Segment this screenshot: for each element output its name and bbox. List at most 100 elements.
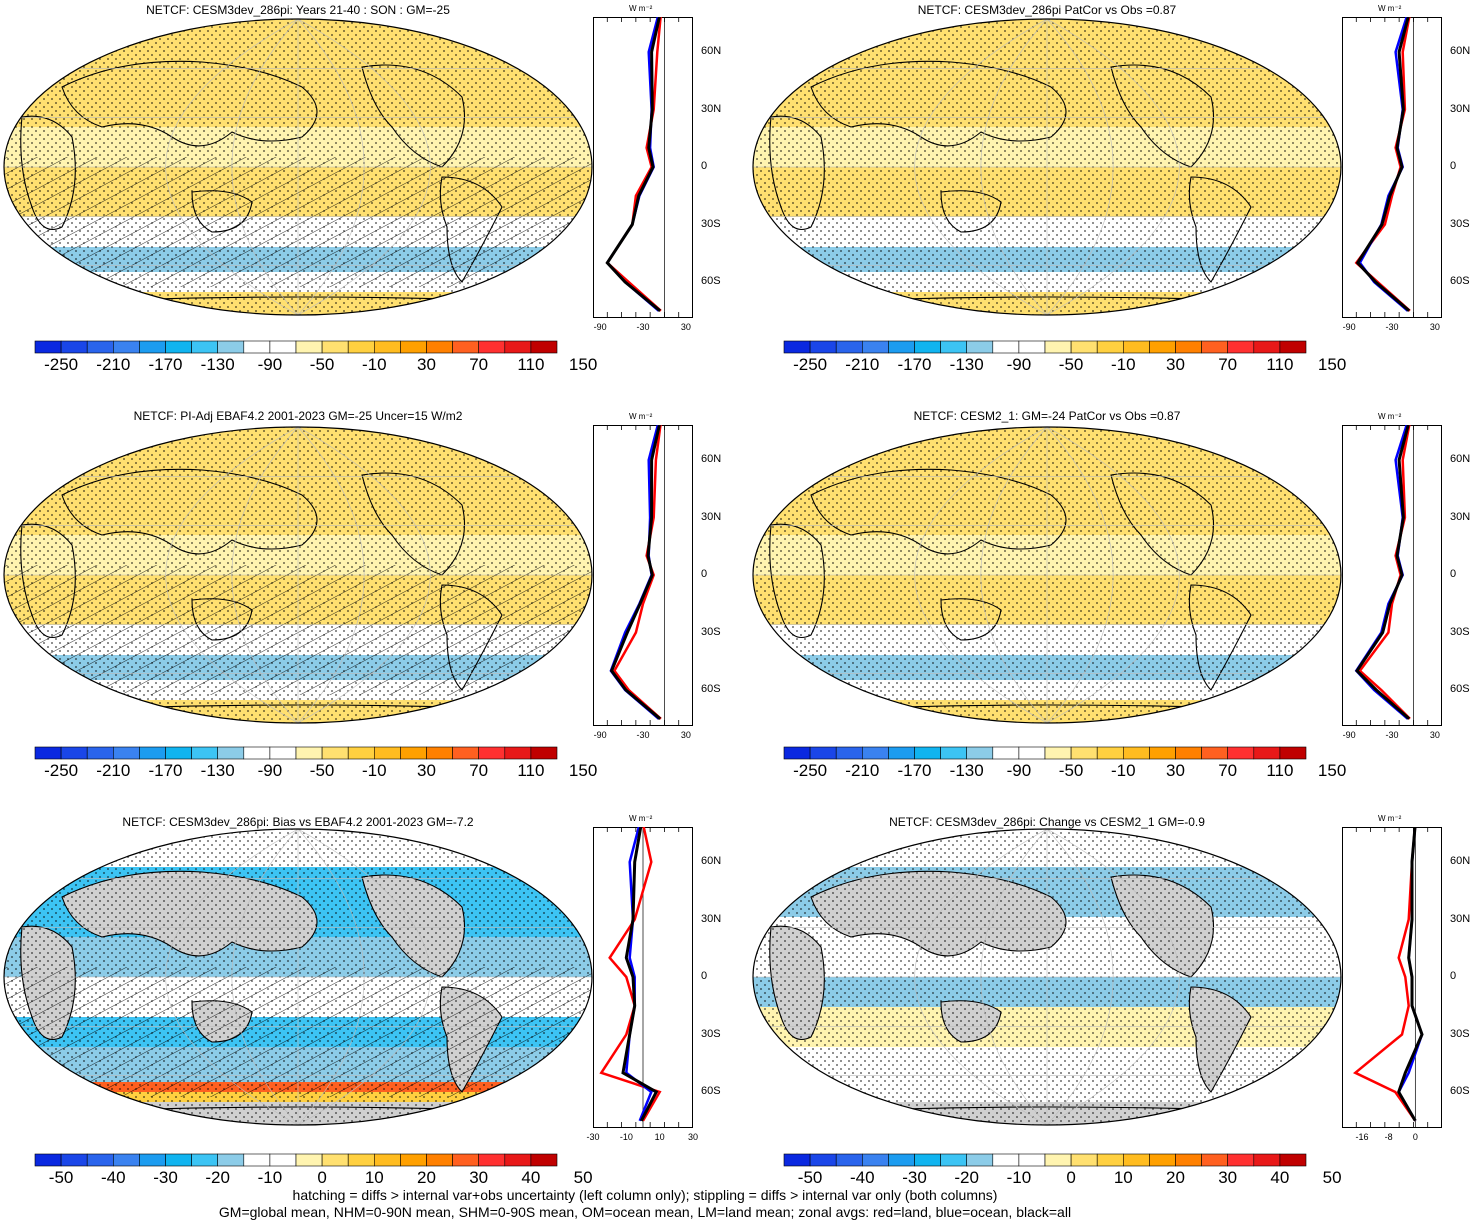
colorbar-swatch xyxy=(1096,1153,1124,1167)
colorbar-tick-label: 30 xyxy=(1218,1168,1238,1187)
colorbar-tick-label: 110 xyxy=(517,761,545,780)
colorbar-tick-label: -90 xyxy=(257,761,283,780)
zonal-land-line xyxy=(612,425,662,720)
colorbar-swatch xyxy=(1122,340,1150,354)
colorbar-swatch xyxy=(400,746,427,760)
map-border xyxy=(3,828,593,1126)
colorbar-tick-label: -210 xyxy=(845,761,880,780)
colorbar-swatch xyxy=(940,746,968,760)
colorbar-swatch xyxy=(165,340,192,354)
colorbar-swatch xyxy=(914,746,941,760)
map-plot xyxy=(752,426,1342,724)
zonal-lat-label: 30N xyxy=(1450,102,1471,115)
zonal-all-line xyxy=(1355,425,1411,720)
colorbar-swatch xyxy=(191,746,219,760)
colorbar-swatch xyxy=(992,1153,1020,1167)
colorbar xyxy=(34,1153,558,1167)
colorbar-swatch xyxy=(1279,340,1307,354)
colorbar-swatch xyxy=(243,746,271,760)
colorbar-tick-label: 110 xyxy=(1266,761,1294,780)
colorbar-swatch xyxy=(888,746,915,760)
zonal-x-tick-label: 30 xyxy=(680,322,691,332)
zonal-lat-label: 60S xyxy=(701,1085,721,1097)
colorbar-tick-label: -50 xyxy=(309,355,335,374)
colorbar-tick-label: 70 xyxy=(1218,761,1238,780)
zonal-x-tick-label: 0 xyxy=(1412,1132,1418,1142)
colorbar-swatch xyxy=(1044,1153,1072,1167)
zonal-x-tick-label: -30 xyxy=(1385,322,1399,332)
colorbar-swatch xyxy=(426,746,453,760)
zonal-x-tick-label: -30 xyxy=(636,730,650,740)
colorbar-swatch xyxy=(835,746,863,760)
colorbar-swatch xyxy=(862,1153,889,1167)
zonal-lat-label: 0 xyxy=(701,568,708,580)
zonal-mean-plot xyxy=(1342,425,1442,726)
colorbar-tick-label: 0 xyxy=(1066,1168,1076,1187)
colorbar-swatch xyxy=(217,746,245,760)
map-border xyxy=(752,426,1342,724)
colorbar-tick-label: -30 xyxy=(902,1168,927,1187)
colorbar-swatch xyxy=(1279,1153,1307,1167)
map-plot xyxy=(752,18,1342,316)
colorbar-tick-label: -170 xyxy=(897,355,932,374)
colorbar-tick-label: 40 xyxy=(521,1168,541,1187)
colorbar-tick-label: 30 xyxy=(417,355,436,374)
colorbar-swatch xyxy=(809,746,837,760)
colorbar-swatch xyxy=(191,1153,219,1167)
colorbar-swatch xyxy=(113,1153,140,1167)
zonal-land-line xyxy=(1352,827,1417,1122)
zonal-x-tick-label: 10 xyxy=(654,1132,665,1142)
colorbar-tick-label: -50 xyxy=(1058,355,1084,374)
colorbar-tick-label: -30 xyxy=(153,1168,178,1187)
zonal-lat-label: 0 xyxy=(1450,970,1457,982)
colorbar-swatch xyxy=(295,746,323,760)
map-border xyxy=(752,18,1342,316)
colorbar-tick-label: -90 xyxy=(1006,761,1032,780)
colorbar-swatch xyxy=(530,340,558,354)
colorbar-swatch xyxy=(373,746,401,760)
colorbar-tick-label: 70 xyxy=(469,355,489,374)
colorbar-tick-label: -170 xyxy=(148,355,183,374)
colorbar-tick-label: -130 xyxy=(200,761,235,780)
colorbar-swatch xyxy=(504,340,532,354)
colorbar-swatch xyxy=(86,1153,114,1167)
zonal-lat-label: 0 xyxy=(701,160,708,172)
colorbar-swatch xyxy=(1096,340,1124,354)
zonal-mean-plot xyxy=(1342,827,1442,1128)
colorbar-swatch xyxy=(86,746,114,760)
colorbar-tick-label: -20 xyxy=(205,1168,230,1187)
colorbar-swatch xyxy=(1018,340,1046,354)
zonal-unit-label: W m⁻² xyxy=(1378,412,1402,421)
colorbar-swatch xyxy=(478,1153,506,1167)
colorbar-swatch xyxy=(1227,1153,1255,1167)
colorbar-swatch xyxy=(347,340,375,354)
colorbar-tick-label: -10 xyxy=(257,1168,283,1187)
colorbar-swatch xyxy=(113,340,140,354)
zonal-lat-label: 60N xyxy=(1450,453,1471,465)
map-plot xyxy=(3,18,593,316)
colorbar-swatch xyxy=(165,746,192,760)
colorbar-tick-label: -50 xyxy=(797,1168,823,1187)
panel-title: NETCF: CESM3dev_286pi: Years 21-40 : SON… xyxy=(146,3,450,17)
panel-title: NETCF: PI-Adj EBAF4.2 2001-2023 GM=-25 U… xyxy=(133,409,463,423)
colorbar-tick-label: -40 xyxy=(850,1168,875,1187)
colorbar-tick-label: 150 xyxy=(1317,355,1347,374)
map-border xyxy=(752,828,1342,1126)
colorbar-swatch xyxy=(1201,1153,1229,1167)
colorbar-swatch xyxy=(139,1153,166,1167)
zonal-all-line xyxy=(605,17,662,312)
footer-line-2: GM=global mean, NHM=0-90N mean, SHM=0-90… xyxy=(218,1204,1072,1220)
colorbar-tick-label: 0 xyxy=(317,1168,327,1187)
colorbar-tick-label: 30 xyxy=(1166,761,1185,780)
colorbar-swatch xyxy=(60,1153,88,1167)
colorbar-tick-label: 20 xyxy=(1166,1168,1185,1187)
colorbar-tick-label: 30 xyxy=(417,761,436,780)
colorbar-tick-label: -170 xyxy=(148,761,183,780)
colorbar-tick-label: 10 xyxy=(1113,1168,1133,1187)
zonal-lat-label: 60S xyxy=(701,683,721,695)
colorbar-swatch xyxy=(373,1153,401,1167)
colorbar-tick-label: -10 xyxy=(362,355,387,374)
colorbar xyxy=(783,746,1307,760)
colorbar-swatch xyxy=(862,746,889,760)
colorbar-swatch xyxy=(113,746,140,760)
